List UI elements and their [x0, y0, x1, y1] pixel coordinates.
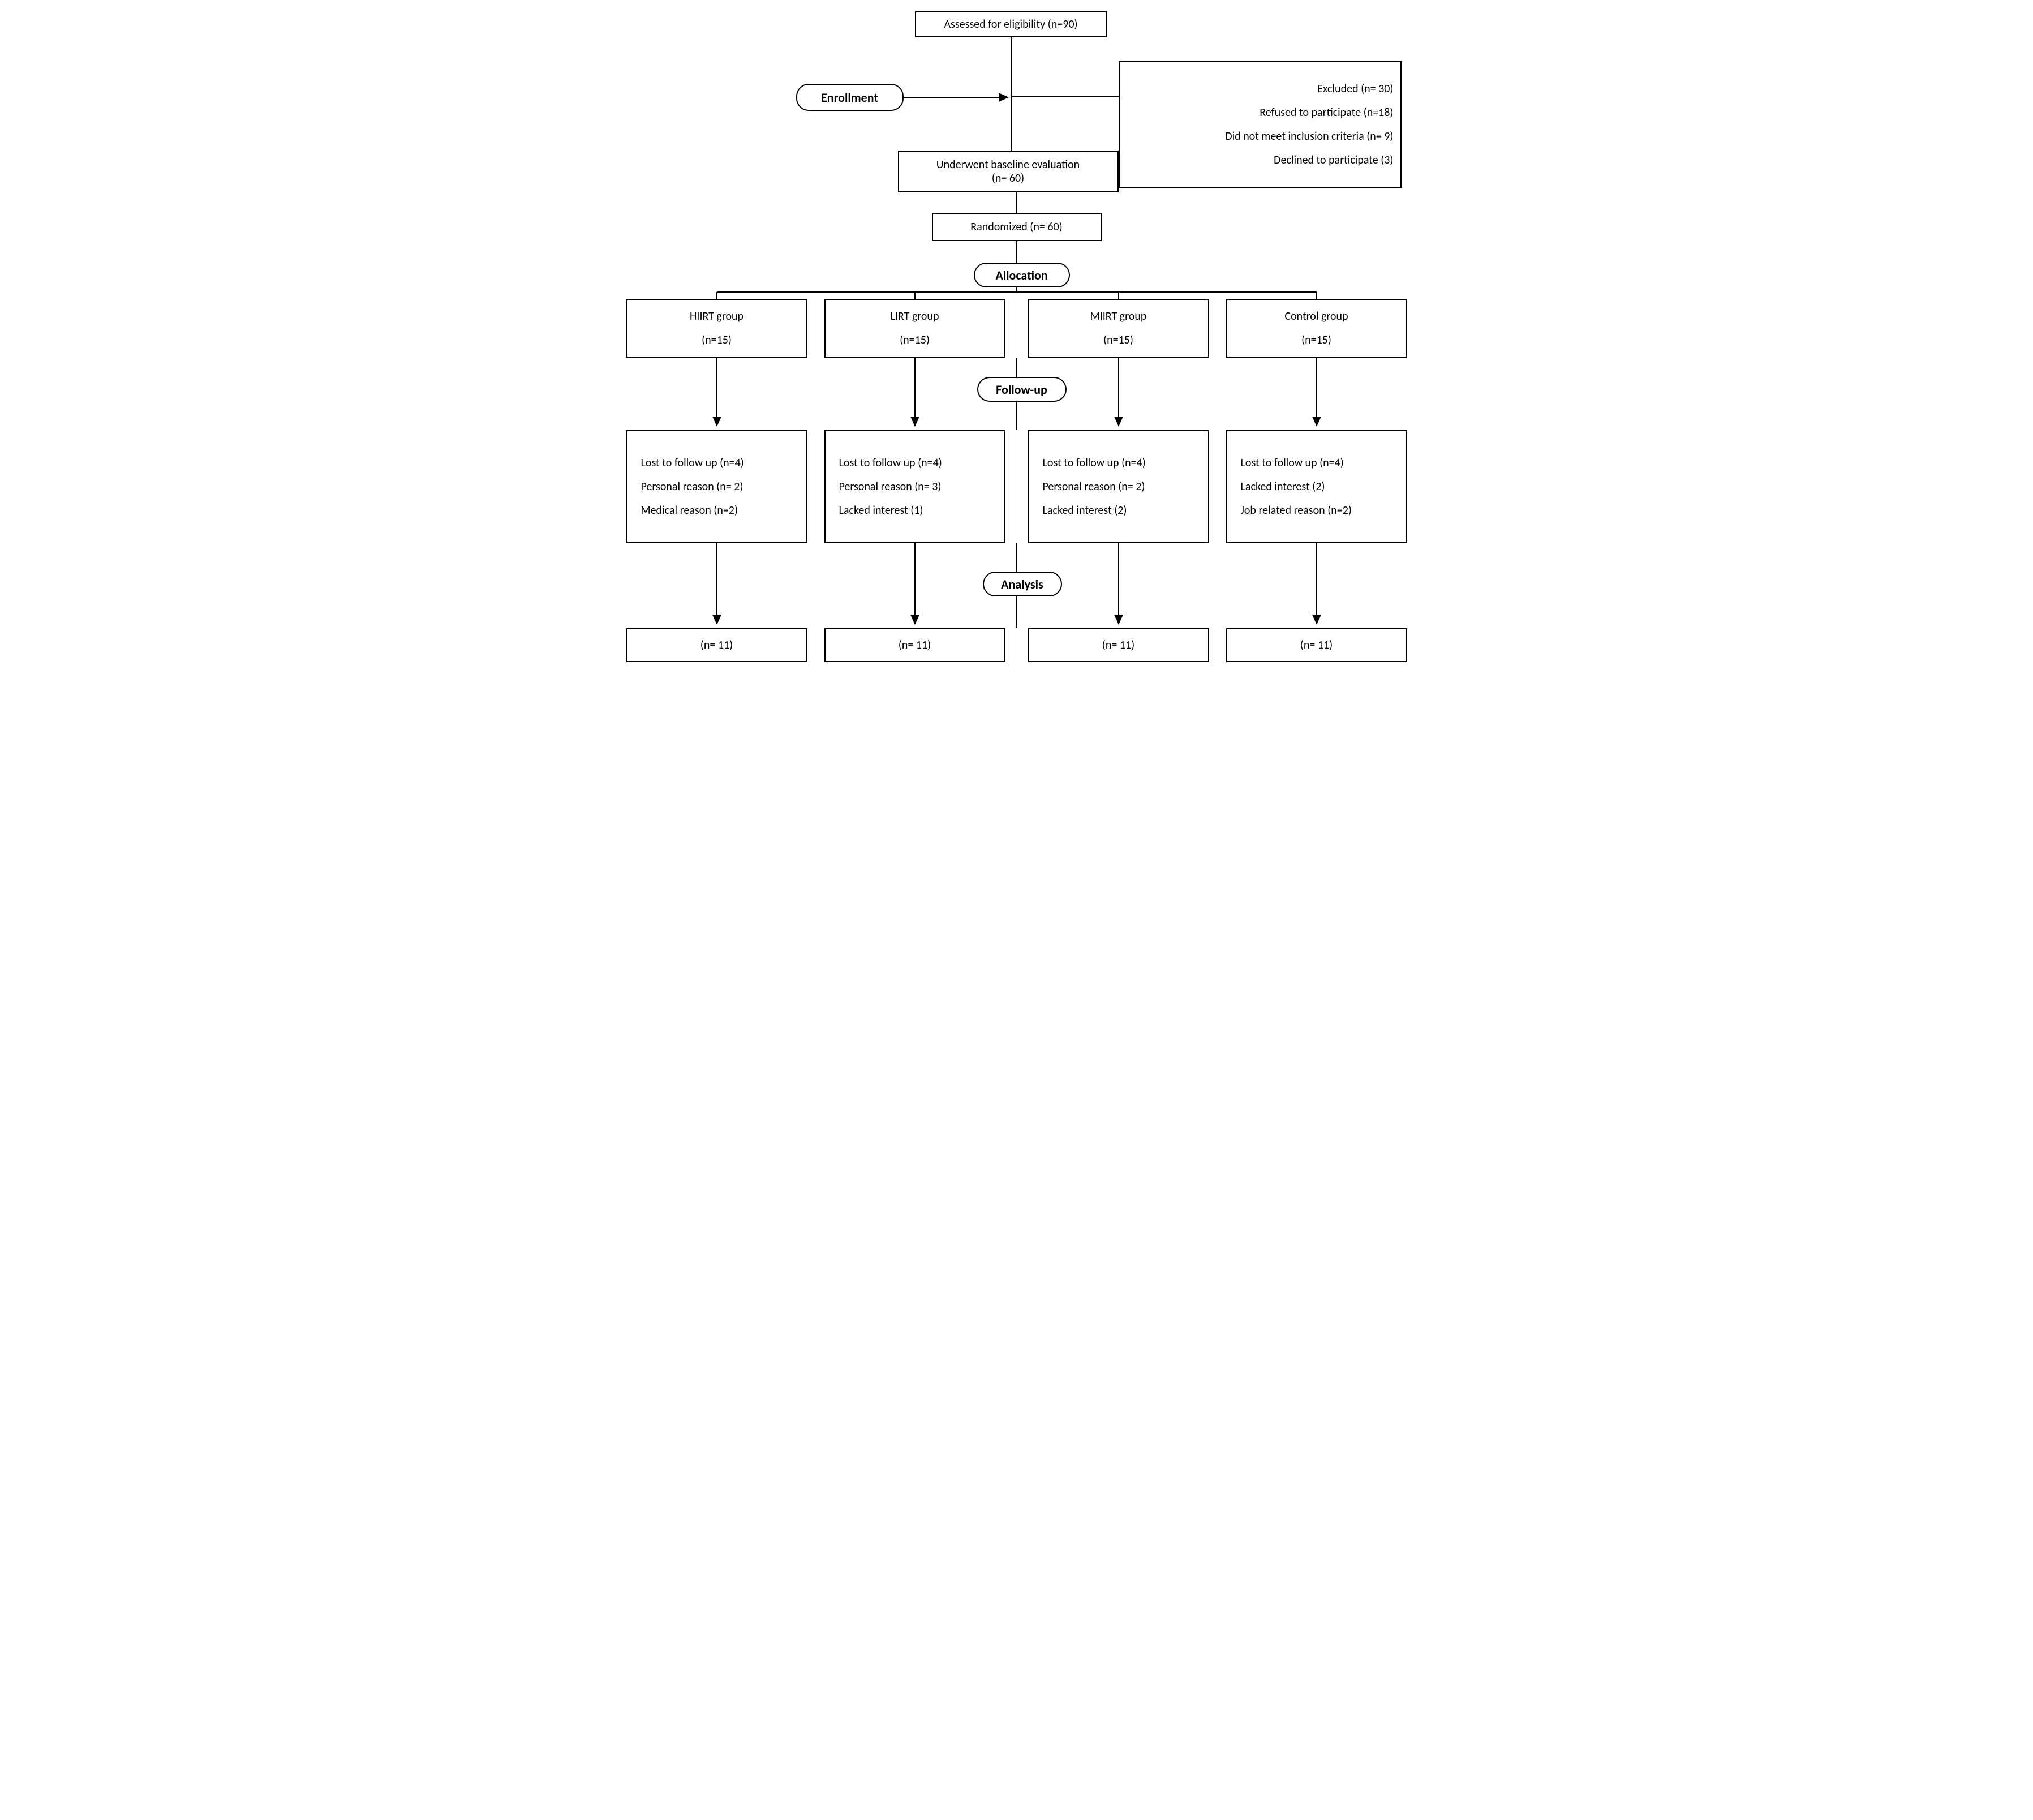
- lost-ctrl-l1: Lost to follow up (n=4): [1241, 454, 1344, 471]
- lost-miirt-l2: Personal reason (n= 2): [1043, 478, 1145, 495]
- lost-lirt-l2: Personal reason (n= 3): [839, 478, 942, 495]
- arm-ctrl: Control group (n=15): [1226, 299, 1407, 358]
- lost-ctrl-l3: Job related reason (n=2): [1241, 502, 1352, 519]
- lost-miirt-l1: Lost to follow up (n=4): [1043, 454, 1146, 471]
- analysis-lirt: (n= 11): [824, 628, 1005, 662]
- arm-lirt: LIRT group (n=15): [824, 299, 1005, 358]
- analysis-miirt-n: (n= 11): [1102, 638, 1134, 652]
- analysis-ctrl-n: (n= 11): [1300, 638, 1333, 652]
- arm-miirt: MIIRT group (n=15): [1028, 299, 1209, 358]
- lost-hiirt-l1: Lost to follow up (n=4): [641, 454, 744, 471]
- box-baseline: Underwent baseline evaluation (n= 60): [898, 151, 1119, 192]
- box-excluded: Excluded (n= 30) Refused to participate …: [1119, 61, 1402, 188]
- excluded-l4: Declined to participate (3): [1274, 152, 1393, 169]
- excluded-l1: Excluded (n= 30): [1317, 80, 1393, 97]
- lost-miirt: Lost to follow up (n=4) Personal reason …: [1028, 430, 1209, 543]
- lost-hiirt: Lost to follow up (n=4) Personal reason …: [626, 430, 807, 543]
- consort-flowchart: Assessed for eligibility (n=90) Excluded…: [621, 11, 1413, 724]
- arm-miirt-n: (n=15): [1103, 332, 1133, 349]
- analysis-hiirt-n: (n= 11): [700, 638, 733, 652]
- phase-enrollment: Enrollment: [796, 84, 904, 111]
- phase-enrollment-label: Enrollment: [821, 90, 878, 105]
- excluded-l3: Did not meet inclusion criteria (n= 9): [1225, 128, 1393, 145]
- phase-analysis: Analysis: [983, 572, 1062, 596]
- analysis-ctrl: (n= 11): [1226, 628, 1407, 662]
- baseline-l1: Underwent baseline evaluation: [936, 158, 1080, 171]
- lost-lirt: Lost to follow up (n=4) Personal reason …: [824, 430, 1005, 543]
- excluded-l2: Refused to participate (n=18): [1260, 104, 1393, 121]
- arm-ctrl-title: Control group: [1284, 308, 1348, 325]
- phase-allocation-label: Allocation: [995, 268, 1047, 283]
- box-randomized: Randomized (n= 60): [932, 213, 1102, 241]
- phase-allocation: Allocation: [974, 263, 1070, 287]
- arm-lirt-title: LIRT group: [890, 308, 939, 325]
- lost-hiirt-l2: Personal reason (n= 2): [641, 478, 743, 495]
- analysis-hiirt: (n= 11): [626, 628, 807, 662]
- arm-lirt-n: (n=15): [900, 332, 930, 349]
- lost-ctrl: Lost to follow up (n=4) Lacked interest …: [1226, 430, 1407, 543]
- baseline-l2: (n= 60): [992, 171, 1024, 185]
- phase-analysis-label: Analysis: [1001, 577, 1043, 592]
- randomized-text: Randomized (n= 60): [970, 220, 1062, 234]
- arm-hiirt: HIIRT group (n=15): [626, 299, 807, 358]
- lost-hiirt-l3: Medical reason (n=2): [641, 502, 738, 519]
- analysis-lirt-n: (n= 11): [899, 638, 931, 652]
- arm-hiirt-title: HIIRT group: [690, 308, 743, 325]
- lost-lirt-l3: Lacked interest (1): [839, 502, 923, 519]
- lost-lirt-l1: Lost to follow up (n=4): [839, 454, 942, 471]
- lost-ctrl-l2: Lacked interest (2): [1241, 478, 1325, 495]
- phase-followup-label: Follow-up: [996, 382, 1047, 397]
- eligibility-text: Assessed for eligibility (n=90): [944, 18, 1077, 31]
- phase-followup: Follow-up: [977, 377, 1067, 402]
- box-eligibility: Assessed for eligibility (n=90): [915, 11, 1107, 37]
- analysis-miirt: (n= 11): [1028, 628, 1209, 662]
- arm-ctrl-n: (n=15): [1301, 332, 1331, 349]
- arm-miirt-title: MIIRT group: [1090, 308, 1147, 325]
- lost-miirt-l3: Lacked interest (2): [1043, 502, 1127, 519]
- arm-hiirt-n: (n=15): [702, 332, 732, 349]
